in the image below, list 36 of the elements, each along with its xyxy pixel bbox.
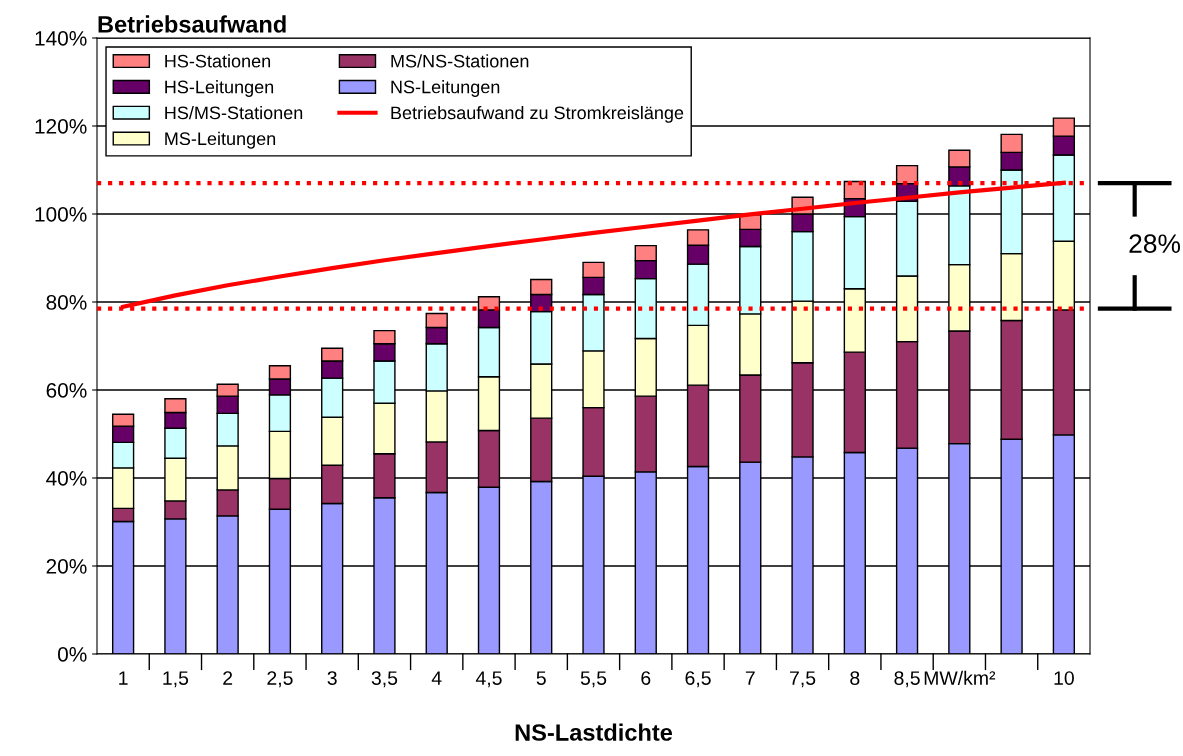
legend-label: NS-Leitungen	[391, 80, 500, 97]
x-tick-label: 8	[850, 671, 860, 685]
y-tick-label: 20%	[46, 559, 87, 574]
x-tick-label: 3,5	[371, 671, 398, 688]
x-tick-label: 2	[223, 671, 233, 685]
x-tick-label: 2,5	[267, 671, 293, 688]
x-tick-label: 4,5	[475, 671, 502, 688]
x-tick-label: 3	[327, 671, 337, 685]
x-tick-label: 5,5	[580, 671, 607, 688]
y-tick-label: 100%	[35, 207, 87, 222]
legend-label: MS/NS-Stationen	[391, 54, 529, 68]
y-tick-label: 80%	[46, 295, 87, 310]
x-tick-label: 7	[745, 671, 755, 685]
x-tick-label: 10	[1054, 671, 1074, 685]
legend-label: Betriebsaufwand zu Stromkreislänge	[391, 105, 684, 123]
x-tick-label: 8,5	[894, 671, 920, 688]
x-tick-label: 7,5	[790, 671, 816, 688]
chart-title: Betriebsaufwand	[98, 15, 286, 33]
x-axis-title: NS-Lastdichte	[515, 723, 673, 741]
x-tick-label: 1	[119, 671, 128, 685]
y-tick-label: 40%	[46, 471, 87, 486]
text: 28%	[1129, 234, 1181, 253]
y-tick-label: 0%	[57, 647, 87, 662]
x-tick-label: 6	[641, 671, 651, 685]
x-tick-label: 5	[536, 671, 546, 685]
legend-label: HS/MS-Stationen	[165, 105, 303, 120]
y-tick-label: 140%	[35, 31, 87, 46]
x-tick-label: 1,5	[163, 671, 189, 688]
y-tick-label: 60%	[46, 383, 87, 398]
legend-label: HS-Leitungen	[165, 80, 274, 97]
x-tick-label: 6,5	[685, 671, 711, 688]
y-tick-label: 120%	[35, 119, 87, 134]
legend-label: MS-Leitungen	[165, 131, 276, 149]
x-tick-label: MW/km²	[924, 670, 996, 685]
x-tick-label: 4	[431, 671, 442, 685]
legend-label: HS-Stationen	[165, 54, 271, 68]
